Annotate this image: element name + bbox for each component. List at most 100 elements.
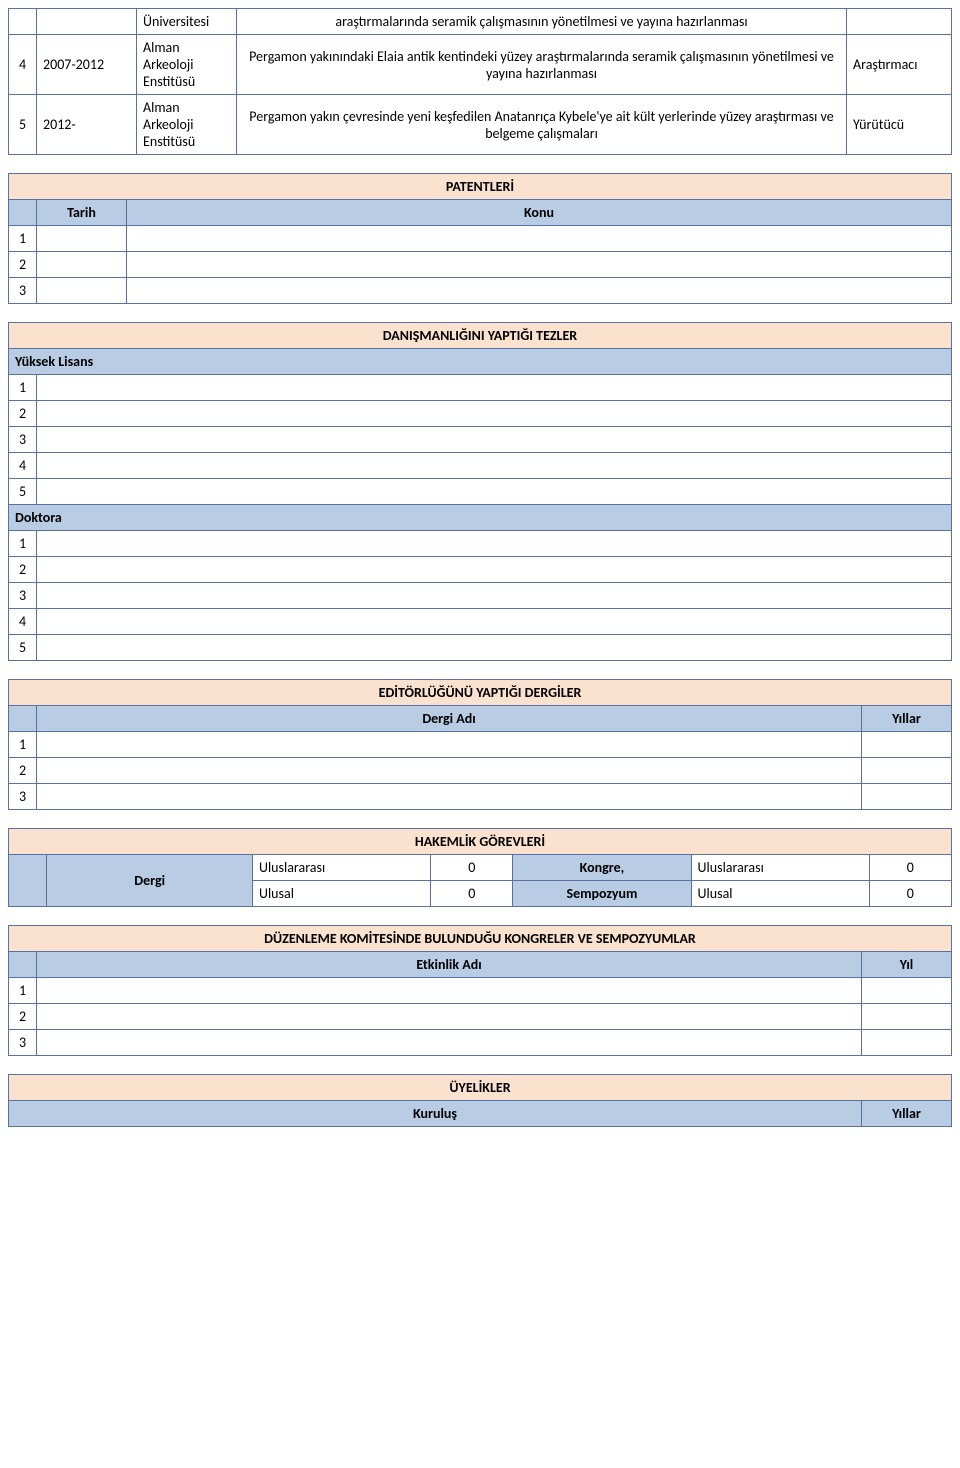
row-idx: 2 xyxy=(9,758,37,784)
duzenleme-empty xyxy=(9,952,37,978)
konu-cell xyxy=(127,278,952,304)
row-idx: 1 xyxy=(9,531,37,557)
hakemlik-table: HAKEMLİK GÖREVLERİ Dergi Uluslararası 0 … xyxy=(8,828,952,907)
row-idx: 4 xyxy=(9,609,37,635)
research-inst: Alman Arkeoloji Enstitüsü xyxy=(137,95,237,155)
yuksek-lisans-header: Yüksek Lisans xyxy=(9,349,952,375)
research-desc: Pergamon yakınındaki Elaia antik kentind… xyxy=(237,35,847,95)
research-row: 4 2007-2012 Alman Arkeoloji Enstitüsü Pe… xyxy=(9,35,952,95)
tarih-cell xyxy=(37,252,127,278)
row-idx: 3 xyxy=(9,1030,37,1056)
table-row: 3 xyxy=(9,583,952,609)
content-cell xyxy=(37,427,952,453)
research-years xyxy=(37,9,137,35)
hakemlik-title: HAKEMLİK GÖREVLERİ xyxy=(9,829,952,855)
row-idx: 3 xyxy=(9,278,37,304)
dergi-cell xyxy=(37,784,862,810)
row-idx: 1 xyxy=(9,375,37,401)
tarih-cell xyxy=(37,278,127,304)
editor-empty xyxy=(9,706,37,732)
yillar-cell xyxy=(862,758,952,784)
research-row: Üniversitesi araştırmalarında seramik ça… xyxy=(9,9,952,35)
table-row: 2 xyxy=(9,401,952,427)
content-cell xyxy=(37,531,952,557)
dergi-label: Dergi xyxy=(47,855,253,907)
research-role xyxy=(847,9,952,35)
dergi-adi-header: Dergi Adı xyxy=(37,706,862,732)
yil-header: Yıl xyxy=(862,952,952,978)
konu-cell xyxy=(127,252,952,278)
row-idx: 1 xyxy=(9,732,37,758)
content-cell xyxy=(37,609,952,635)
yillar-header: Yıllar xyxy=(862,1101,952,1127)
research-desc: araştırmalarında seramik çalışmasının yö… xyxy=(237,9,847,35)
research-idx: 5 xyxy=(9,95,37,155)
patentleri-konu-header: Konu xyxy=(127,200,952,226)
row-idx: 2 xyxy=(9,252,37,278)
patentleri-tarih-header: Tarih xyxy=(37,200,127,226)
tezler-title: DANIŞMANLIĞINI YAPTIĞI TEZLER xyxy=(9,323,952,349)
editor-table: EDİTÖRLÜĞÜNÜ YAPTIĞI DERGİLER Dergi Adı … xyxy=(8,679,952,810)
row-idx: 1 xyxy=(9,978,37,1004)
yil-cell xyxy=(862,1030,952,1056)
row-idx: 5 xyxy=(9,635,37,661)
duzenleme-table: DÜZENLEME KOMİTESİNDE BULUNDUĞU KONGRELE… xyxy=(8,925,952,1056)
dergi-intl-value: 0 xyxy=(431,855,513,881)
content-cell xyxy=(37,635,952,661)
kongre-label-2: Sempozyum xyxy=(513,881,691,907)
konu-cell xyxy=(127,226,952,252)
editor-title: EDİTÖRLÜĞÜNÜ YAPTIĞI DERGİLER xyxy=(9,680,952,706)
research-idx: 4 xyxy=(9,35,37,95)
research-idx xyxy=(9,9,37,35)
content-cell xyxy=(37,557,952,583)
dergi-cell xyxy=(37,758,862,784)
table-row: 3 xyxy=(9,1030,952,1056)
kongre-label-1: Kongre, xyxy=(513,855,691,881)
etkinlik-adi-header: Etkinlik Adı xyxy=(37,952,862,978)
content-cell xyxy=(37,583,952,609)
uluslararasi-label: Uluslararası xyxy=(252,855,430,881)
research-desc: Pergamon yakın çevresinde yeni keşfedile… xyxy=(237,95,847,155)
patentleri-title: PATENTLERİ xyxy=(9,174,952,200)
table-row: 3 xyxy=(9,784,952,810)
etkinlik-cell xyxy=(37,1030,862,1056)
research-years: 2012- xyxy=(37,95,137,155)
ulusal-label: Ulusal xyxy=(252,881,430,907)
kongre-ulusal-value: 0 xyxy=(869,881,951,907)
table-row: 4 xyxy=(9,609,952,635)
research-role: Yürütücü xyxy=(847,95,952,155)
research-years: 2007-2012 xyxy=(37,35,137,95)
row-idx: 3 xyxy=(9,427,37,453)
table-row: 5 xyxy=(9,635,952,661)
table-row: 2 xyxy=(9,1004,952,1030)
row-idx: 3 xyxy=(9,784,37,810)
table-row: 4 xyxy=(9,453,952,479)
patentleri-table: PATENTLERİ Tarih Konu 1 2 3 xyxy=(8,173,952,304)
row-idx: 4 xyxy=(9,453,37,479)
table-row: 2 xyxy=(9,252,952,278)
content-cell xyxy=(37,479,952,505)
row-idx: 2 xyxy=(9,1004,37,1030)
research-inst: Alman Arkeoloji Enstitüsü xyxy=(137,35,237,95)
etkinlik-cell xyxy=(37,1004,862,1030)
content-cell xyxy=(37,375,952,401)
uyelikler-title: ÜYELİKLER xyxy=(9,1075,952,1101)
row-idx: 1 xyxy=(9,226,37,252)
row-idx: 2 xyxy=(9,557,37,583)
uluslararasi-label: Uluslararası xyxy=(691,855,869,881)
dergi-cell xyxy=(37,732,862,758)
table-row: 1 xyxy=(9,226,952,252)
yil-cell xyxy=(862,1004,952,1030)
etkinlik-cell xyxy=(37,978,862,1004)
yillar-cell xyxy=(862,784,952,810)
ulusal-label: Ulusal xyxy=(691,881,869,907)
yillar-header: Yıllar xyxy=(862,706,952,732)
row-idx: 3 xyxy=(9,583,37,609)
table-row: 1 xyxy=(9,732,952,758)
research-inst: Üniversitesi xyxy=(137,9,237,35)
row-idx: 5 xyxy=(9,479,37,505)
table-row: 5 xyxy=(9,479,952,505)
table-row: 3 xyxy=(9,427,952,453)
research-row: 5 2012- Alman Arkeoloji Enstitüsü Pergam… xyxy=(9,95,952,155)
doktora-header: Doktora xyxy=(9,505,952,531)
